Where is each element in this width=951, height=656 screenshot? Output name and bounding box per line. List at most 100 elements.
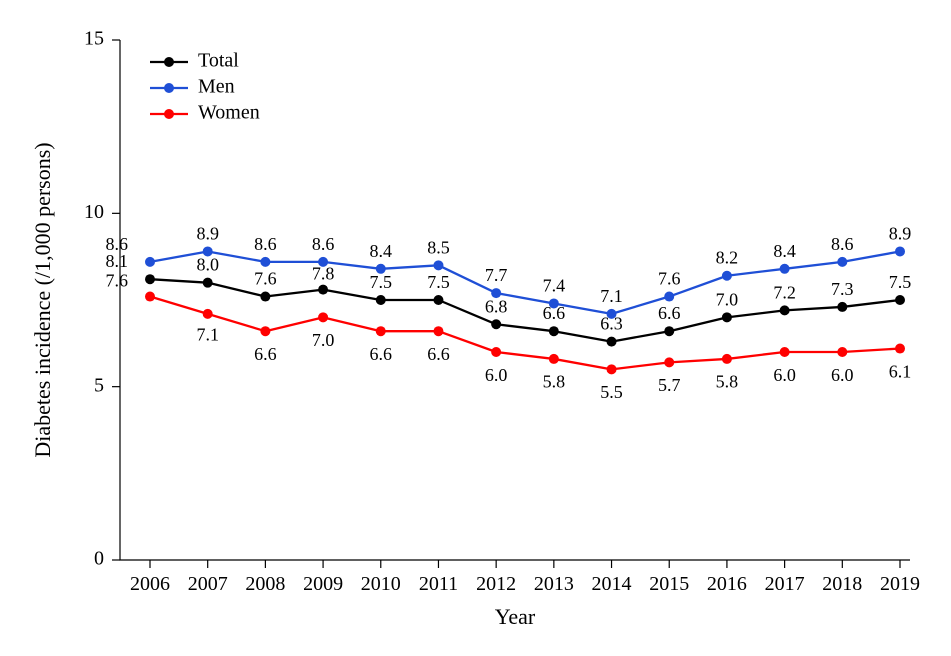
series-marker-men (203, 246, 213, 256)
series-marker-total (780, 305, 790, 315)
x-axis-title: Year (495, 604, 536, 629)
series-marker-women (318, 312, 328, 322)
svg-text:10: 10 (84, 201, 104, 223)
series-marker-men (837, 257, 847, 267)
series-marker-total (145, 274, 155, 284)
series-marker-total (203, 278, 213, 288)
series-marker-men (376, 264, 386, 274)
legend-label-men: Men (198, 76, 235, 98)
series-marker-women (491, 347, 501, 357)
series-marker-total (491, 319, 501, 329)
data-label: 8.9 (889, 223, 912, 243)
data-label: 7.4 (543, 275, 566, 295)
svg-text:2014: 2014 (592, 573, 632, 595)
series-marker-total (895, 295, 905, 305)
series-marker-total (376, 295, 386, 305)
data-label: 6.6 (254, 344, 277, 364)
series-marker-women (607, 364, 617, 374)
data-label: 6.6 (658, 303, 681, 323)
data-label: 6.0 (773, 365, 796, 385)
series-marker-men (664, 292, 674, 302)
data-label: 7.6 (106, 271, 129, 291)
data-label: 8.1 (106, 251, 129, 271)
svg-text:2006: 2006 (130, 573, 170, 595)
series-marker-women (376, 326, 386, 336)
series-marker-total (607, 337, 617, 347)
legend-label-women: Women (198, 102, 260, 124)
series-marker-men (607, 309, 617, 319)
series-marker-total (318, 285, 328, 295)
series-marker-total (722, 312, 732, 322)
data-label: 6.0 (485, 365, 508, 385)
svg-text:2011: 2011 (419, 573, 458, 595)
data-label: 8.9 (196, 223, 219, 243)
legend-label-total: Total (198, 50, 239, 72)
svg-text:2013: 2013 (534, 573, 574, 595)
data-label: 7.2 (773, 282, 796, 302)
series-marker-men (318, 257, 328, 267)
series-marker-men (491, 288, 501, 298)
data-label: 6.1 (889, 361, 912, 381)
series-marker-men (433, 260, 443, 270)
data-label: 7.5 (370, 272, 393, 292)
svg-text:2019: 2019 (880, 573, 920, 595)
series-marker-total (549, 326, 559, 336)
data-label: 7.5 (889, 272, 912, 292)
svg-text:2009: 2009 (303, 573, 343, 595)
data-label: 7.0 (312, 330, 335, 350)
data-label: 8.6 (254, 234, 277, 254)
svg-text:2016: 2016 (707, 573, 747, 595)
data-label: 5.7 (658, 375, 681, 395)
y-axis-title: Diabetes incidence (/1,000 persons) (30, 142, 55, 457)
series-marker-women (549, 354, 559, 364)
series-marker-women (837, 347, 847, 357)
data-label: 8.4 (370, 241, 393, 261)
series-marker-men (895, 246, 905, 256)
svg-text:2015: 2015 (649, 573, 689, 595)
svg-text:5: 5 (94, 374, 104, 396)
svg-text:2017: 2017 (765, 573, 805, 595)
series-marker-total (433, 295, 443, 305)
series-marker-total (664, 326, 674, 336)
data-label: 6.6 (427, 344, 450, 364)
data-label: 7.0 (716, 289, 739, 309)
data-label: 6.0 (831, 365, 854, 385)
data-label: 8.4 (773, 241, 796, 261)
data-label: 7.5 (427, 272, 450, 292)
series-marker-men (549, 298, 559, 308)
data-label: 6.6 (370, 344, 393, 364)
series-marker-women (203, 309, 213, 319)
series-marker-women (722, 354, 732, 364)
diabetes-incidence-line-chart: 0510152006200720082009201020112012201320… (0, 0, 951, 656)
data-label: 8.2 (716, 248, 739, 268)
data-label: 8.6 (106, 234, 129, 254)
series-marker-total (837, 302, 847, 312)
data-label: 7.1 (600, 286, 623, 306)
series-marker-women (433, 326, 443, 336)
data-label: 8.0 (196, 255, 219, 275)
svg-text:2008: 2008 (245, 573, 285, 595)
series-marker-total (260, 292, 270, 302)
data-label: 5.8 (543, 372, 566, 392)
data-label: 7.1 (196, 325, 219, 345)
data-label: 7.6 (658, 269, 681, 289)
svg-text:15: 15 (84, 28, 104, 50)
data-label: 5.8 (716, 372, 739, 392)
svg-text:2018: 2018 (822, 573, 862, 595)
chart-svg: 0510152006200720082009201020112012201320… (0, 0, 951, 656)
series-marker-men (722, 271, 732, 281)
data-label: 7.3 (831, 279, 854, 299)
svg-text:2012: 2012 (476, 573, 516, 595)
data-label: 8.5 (427, 237, 450, 257)
series-marker-men (145, 257, 155, 267)
series-marker-women (780, 347, 790, 357)
data-label: 5.5 (600, 382, 623, 402)
data-label: 8.6 (312, 234, 335, 254)
series-marker-women (895, 344, 905, 354)
svg-text:2010: 2010 (361, 573, 401, 595)
series-marker-women (664, 357, 674, 367)
data-label: 7.7 (485, 265, 508, 285)
series-marker-men (780, 264, 790, 274)
data-label: 6.8 (485, 296, 508, 316)
svg-text:2007: 2007 (188, 573, 228, 595)
